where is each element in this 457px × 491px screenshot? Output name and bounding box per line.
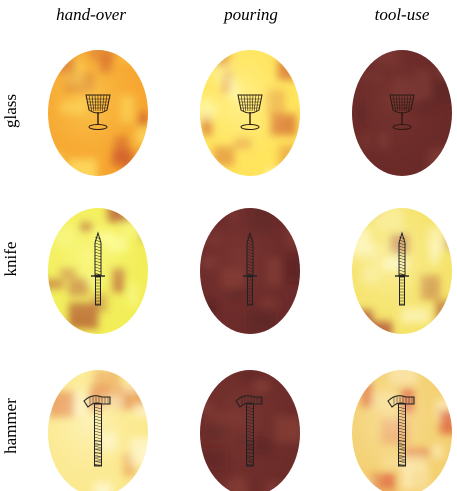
- heatmap-ellipse-hammer-hand-over: [48, 370, 148, 491]
- knife-icon: [91, 231, 105, 306]
- knife-icon: [243, 231, 257, 306]
- heatmap-cell-glass-tool-use: [346, 46, 457, 180]
- heatmap-ellipse-glass-tool-use: [352, 50, 452, 176]
- heatmap-ellipse-glass-hand-over: [48, 50, 148, 176]
- row-label-knife: knife: [1, 241, 20, 277]
- heatmap-cell-hammer-hand-over: [42, 366, 154, 491]
- row-label-hammer: hammer: [1, 398, 20, 454]
- hammer-icon: [387, 395, 415, 467]
- heatmap-ellipse-glass-pouring: [200, 50, 300, 176]
- knife-icon: [395, 231, 409, 306]
- glass-icon: [389, 94, 415, 130]
- heatmap-ellipse-knife-pouring: [200, 208, 300, 334]
- column-header-tool-use: tool-use: [374, 5, 430, 24]
- heatmap-cell-hammer-pouring: [194, 366, 306, 491]
- glass-icon: [237, 94, 263, 130]
- heatmap-cell-glass-hand-over: [42, 46, 154, 180]
- heatmap-cell-knife-pouring: [194, 204, 306, 338]
- hammer-icon: [235, 395, 263, 467]
- column-header-pouring: pouring: [224, 5, 278, 24]
- heatmap-ellipse-hammer-tool-use: [352, 370, 452, 491]
- heatmap-ellipse-knife-hand-over: [48, 208, 148, 334]
- heatmap-cell-hammer-tool-use: [346, 366, 457, 491]
- heatmap-ellipse-knife-tool-use: [352, 208, 452, 334]
- hammer-icon: [83, 395, 111, 467]
- heatmap-ellipse-hammer-pouring: [200, 370, 300, 491]
- heatmap-cell-glass-pouring: [194, 46, 306, 180]
- glass-icon: [85, 94, 111, 130]
- heatmap-cell-knife-hand-over: [42, 204, 154, 338]
- column-header-hand-over: hand-over: [56, 5, 126, 24]
- row-label-glass: glass: [1, 94, 20, 128]
- heatmap-cell-knife-tool-use: [346, 204, 457, 338]
